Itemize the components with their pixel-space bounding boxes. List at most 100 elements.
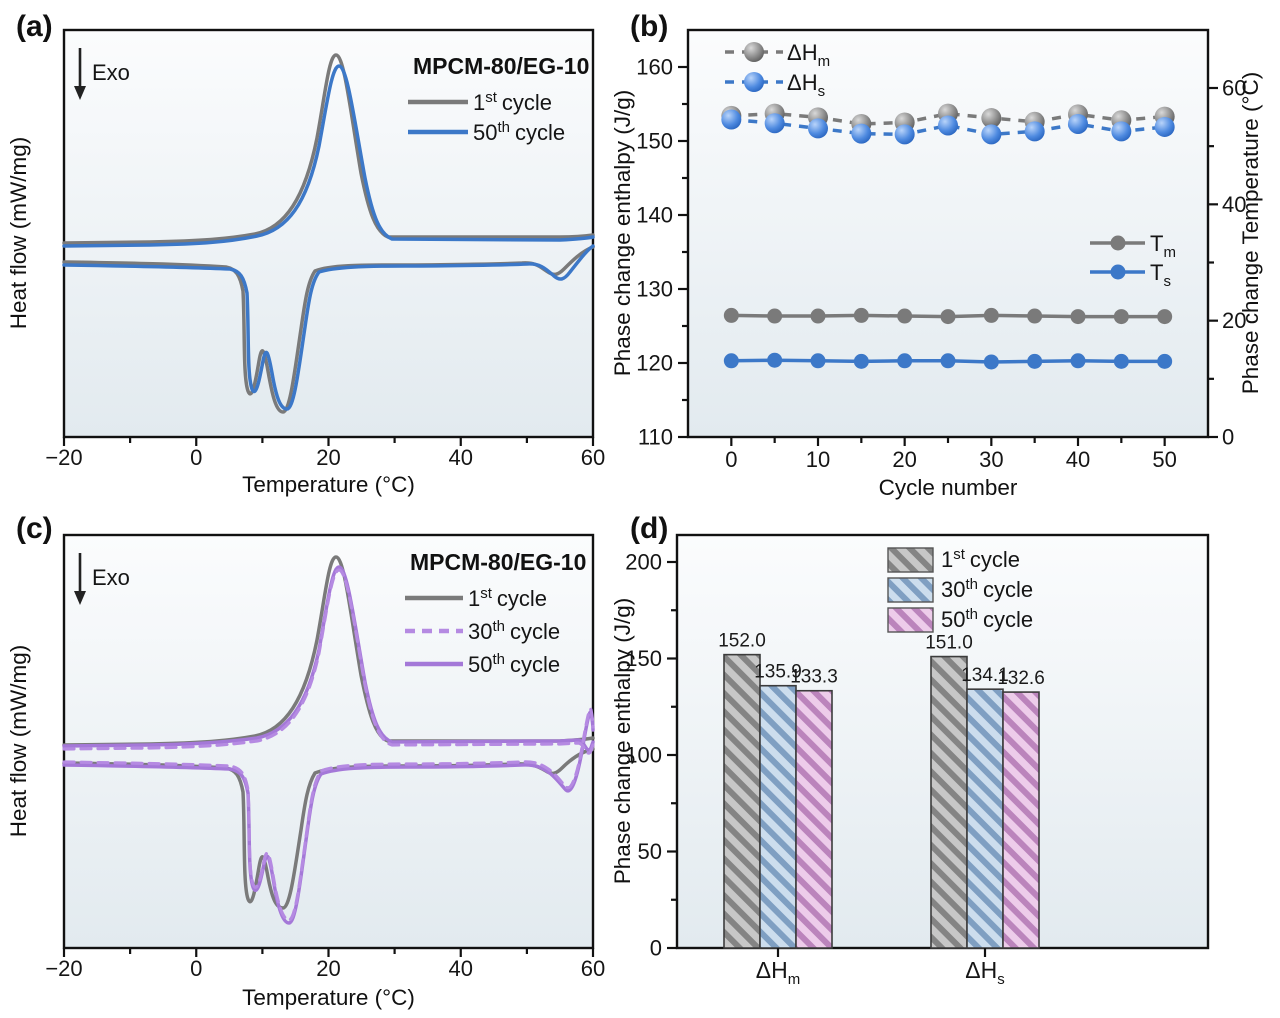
tick-label: 40 xyxy=(1222,192,1246,217)
tick-label: 40 xyxy=(1066,447,1090,472)
legend-label-1st: 1st cycle xyxy=(941,546,1020,572)
data-point-Tm xyxy=(767,308,783,324)
legend-swatch-50th xyxy=(887,607,934,633)
legend-marker-dHm xyxy=(744,42,764,62)
data-point-Ts xyxy=(983,354,999,370)
data-point-Ts xyxy=(1027,353,1043,369)
tick-label: 60 xyxy=(1222,75,1246,100)
tick-label: 110 xyxy=(638,425,673,450)
tick-label: 132.6 xyxy=(997,668,1045,689)
tick-label: 10 xyxy=(806,447,830,472)
data-point-Tm xyxy=(983,307,999,323)
tick-label: 50 xyxy=(1152,447,1176,472)
legend-label-50th: 50th cycle xyxy=(941,606,1033,632)
legend-label-50th: 50th cycle xyxy=(468,651,560,677)
x-axis-title: Cycle number xyxy=(879,475,1018,500)
tick-label: 200 xyxy=(625,550,662,575)
tick-label: 30 xyxy=(979,447,1003,472)
data-point-Tm xyxy=(853,307,869,323)
data-point-Tm xyxy=(1157,309,1173,325)
tick-label: 120 xyxy=(636,351,673,376)
bar-30th-cycle xyxy=(759,684,797,949)
data-point-Tm xyxy=(810,308,826,324)
panel-a-plot: Exo MPCM-80/EG-10 1st cycle 50th cycle −20… xyxy=(6,28,605,497)
bar-50th-cycle xyxy=(1002,691,1040,949)
tick-label: 20 xyxy=(316,445,340,470)
tick-label: 20 xyxy=(316,956,340,981)
data-point-dHs xyxy=(851,123,872,144)
category-label-dHs: ΔHs xyxy=(965,957,1004,988)
tick-label: −20 xyxy=(45,956,82,981)
tick-label: 151.0 xyxy=(925,633,973,654)
legend-swatch-1st xyxy=(887,547,934,573)
tick-label: −20 xyxy=(45,445,82,470)
data-point-Tm xyxy=(1027,308,1043,324)
data-point-Ts xyxy=(940,353,956,369)
curve-30th-cycle xyxy=(62,568,595,755)
tick-label: 135.9 xyxy=(754,662,802,683)
data-point-dHs xyxy=(1111,121,1132,142)
tick-label: 0 xyxy=(190,445,202,470)
curve-50th-cycle xyxy=(62,64,595,248)
tick-label: 130 xyxy=(636,277,673,302)
legend-label-dHm: ΔHm xyxy=(787,40,830,70)
sample-label: MPCM-80/EG-10 xyxy=(413,53,589,79)
tick-label: 150 xyxy=(636,129,673,154)
tick-label: 134.1 xyxy=(961,665,1009,686)
data-point-Ts xyxy=(897,353,913,369)
series-line-dHs xyxy=(731,117,1165,137)
sample-label: MPCM-80/EG-10 xyxy=(410,549,586,575)
data-point-dHm xyxy=(981,108,1002,129)
data-point-dHs xyxy=(721,109,742,130)
axes-ticks: 0 50 100 150 200 xyxy=(625,550,987,961)
legend-swatch-30th xyxy=(887,577,934,603)
legend-label-50th: 50th cycle xyxy=(473,119,565,145)
curve-50th-cycle xyxy=(62,244,595,411)
tick-label: 40 xyxy=(449,445,473,470)
data-point-dHs xyxy=(1068,113,1089,134)
data-point-dHs xyxy=(1154,116,1175,137)
bar-30th-cycle xyxy=(966,688,1004,949)
data-point-Ts xyxy=(853,353,869,369)
tick-label: 133.3 xyxy=(790,667,838,688)
data-point-dHs xyxy=(981,124,1002,145)
exo-arrowhead-icon xyxy=(74,591,86,605)
tick-label: 150 xyxy=(625,646,662,671)
tick-label: 160 xyxy=(636,55,673,80)
bars: 152.0 151.0 135.9 134.1 133.3 132.6 xyxy=(718,631,1045,949)
data-point-Ts xyxy=(723,353,739,369)
data-point-dHs xyxy=(808,118,829,139)
legend-label-30th: 30th cycle xyxy=(941,576,1033,602)
tick-label: 140 xyxy=(636,203,673,228)
plot-frame xyxy=(686,28,1210,439)
x-axis-title: Temperature (°C) xyxy=(242,985,415,1010)
legend-marker-Tm xyxy=(1110,235,1126,251)
legend-label-Tm: Tm xyxy=(1150,231,1176,261)
panel-b-plot: 0 10 20 30 40 50 110 120 130 140 150 160 0 20 40 60 ΔHm… xyxy=(610,28,1263,500)
legend-label-dHs: ΔHs xyxy=(787,70,825,100)
curve-50th-cycle xyxy=(62,565,595,752)
exo-arrowhead-icon xyxy=(74,86,86,100)
data-series xyxy=(721,103,1175,370)
y-right-title: Phase change Temperature (°C) xyxy=(1238,72,1263,395)
legend-marker-Ts xyxy=(1110,264,1126,280)
exo-label: Exo xyxy=(92,60,130,85)
curve-30th-cycle xyxy=(62,707,595,922)
data-point-dHs xyxy=(764,113,785,134)
bar-1st-cycle xyxy=(930,655,968,949)
data-point-Ts xyxy=(1113,353,1129,369)
panel-label-d: (d) xyxy=(630,512,669,545)
data-point-Ts xyxy=(767,352,783,368)
data-point-Tm xyxy=(1070,309,1086,325)
data-point-Tm xyxy=(723,307,739,323)
data-point-Tm xyxy=(940,309,956,325)
data-point-dHs xyxy=(938,115,959,136)
tick-label: 152.0 xyxy=(718,631,766,652)
tick-label: 100 xyxy=(625,743,662,768)
panel-label-b: (b) xyxy=(630,10,669,43)
tick-label: 0 xyxy=(190,956,202,981)
legend-label-Ts: Ts xyxy=(1150,260,1171,290)
tick-label: 40 xyxy=(449,956,473,981)
tick-label: 20 xyxy=(1222,308,1246,333)
